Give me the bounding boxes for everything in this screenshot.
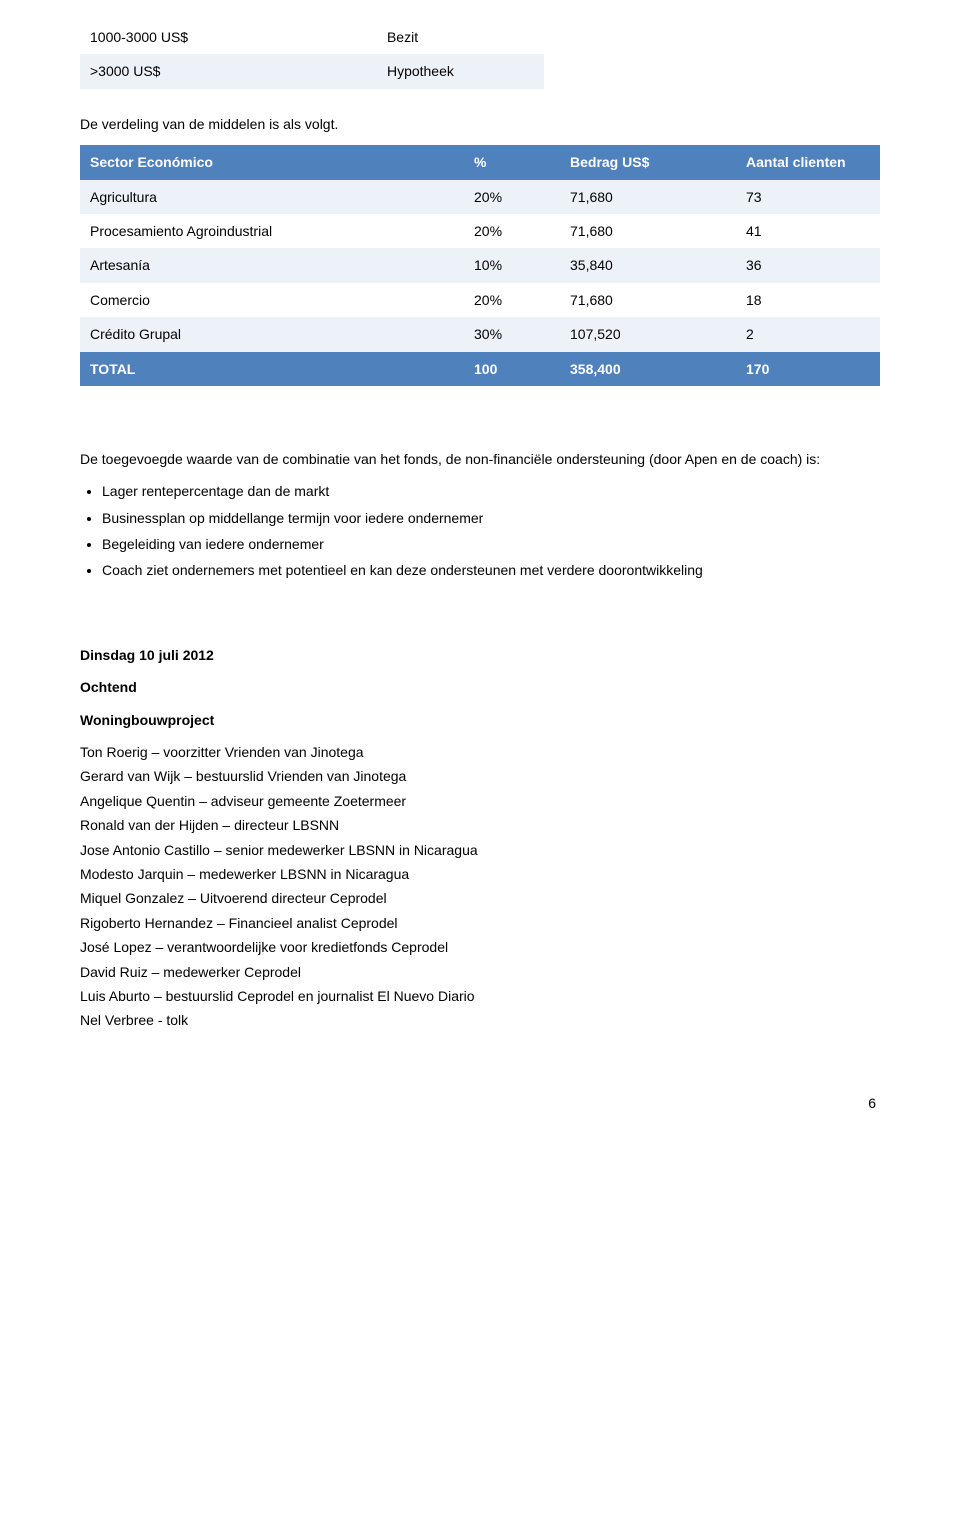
page-number: 6	[80, 1092, 880, 1114]
attendee: Modesto Jarquin – medewerker LBSNN in Ni…	[80, 863, 880, 885]
cell: 2	[736, 317, 880, 351]
attendee: Miquel Gonzalez – Uitvoerend directeur C…	[80, 887, 880, 909]
cell: 20%	[464, 180, 560, 214]
cell: Artesanía	[80, 248, 464, 282]
table-row: Artesanía 10% 35,840 36	[80, 248, 880, 282]
table-body: 1000-3000 US$ Bezit >3000 US$ Hypotheek	[80, 20, 544, 89]
cell: 18	[736, 283, 880, 317]
cell-total-label: TOTAL	[80, 352, 464, 386]
table-head: Sector Económico % Bedrag US$ Aantal cli…	[80, 145, 880, 179]
cell-range: 1000-3000 US$	[80, 20, 377, 54]
list-item: Begeleiding van iedere ondernemer	[102, 533, 880, 555]
distribution-intro: De verdeling van de middelen is als volg…	[80, 113, 880, 135]
table-body: Agricultura 20% 71,680 73 Procesamiento …	[80, 180, 880, 386]
table-row: Crédito Grupal 30% 107,520 2	[80, 317, 880, 351]
col-amount: Bedrag US$	[560, 145, 736, 179]
sector-distribution-table: Sector Económico % Bedrag US$ Aantal cli…	[80, 145, 880, 386]
cell: 71,680	[560, 180, 736, 214]
col-percent: %	[464, 145, 560, 179]
ochtend-label: Ochtend	[80, 676, 880, 698]
cell: 107,520	[560, 317, 736, 351]
table-row: >3000 US$ Hypotheek	[80, 54, 544, 88]
table-row: 1000-3000 US$ Bezit	[80, 20, 544, 54]
cell: 71,680	[560, 214, 736, 248]
attendee: Ton Roerig – voorzitter Vrienden van Jin…	[80, 741, 880, 763]
project-label: Woningbouwproject	[80, 709, 880, 731]
table-total-row: TOTAL 100 358,400 170	[80, 352, 880, 386]
attendee: Luis Aburto – bestuurslid Ceprodel en jo…	[80, 985, 880, 1007]
attendee: Rigoberto Hernandez – Financieel analist…	[80, 912, 880, 934]
attendee: Nel Verbree - tolk	[80, 1009, 880, 1031]
day-heading: Dinsdag 10 juli 2012	[80, 644, 880, 666]
cell: 20%	[464, 283, 560, 317]
cell: Agricultura	[80, 180, 464, 214]
attendee: Ronald van der Hijden – directeur LBSNN	[80, 814, 880, 836]
loan-collateral-table: 1000-3000 US$ Bezit >3000 US$ Hypotheek	[80, 20, 544, 89]
attendee: Gerard van Wijk – bestuurslid Vrienden v…	[80, 765, 880, 787]
cell-collateral: Bezit	[377, 20, 544, 54]
cell: 36	[736, 248, 880, 282]
cell-total-clients: 170	[736, 352, 880, 386]
table-row: Agricultura 20% 71,680 73	[80, 180, 880, 214]
list-item: Coach ziet ondernemers met potentieel en…	[102, 559, 880, 581]
cell-collateral: Hypotheek	[377, 54, 544, 88]
cell-total-amt: 358,400	[560, 352, 736, 386]
cell: 30%	[464, 317, 560, 351]
table-row: Procesamiento Agroindustrial 20% 71,680 …	[80, 214, 880, 248]
cell: 41	[736, 214, 880, 248]
cell-range: >3000 US$	[80, 54, 377, 88]
attendee-list: Ton Roerig – voorzitter Vrienden van Jin…	[80, 741, 880, 1032]
added-value-intro: De toegevoegde waarde van de combinatie …	[80, 448, 880, 470]
cell: 10%	[464, 248, 560, 282]
table-header-row: Sector Económico % Bedrag US$ Aantal cli…	[80, 145, 880, 179]
col-sector: Sector Económico	[80, 145, 464, 179]
cell: Comercio	[80, 283, 464, 317]
list-item: Businessplan op middellange termijn voor…	[102, 507, 880, 529]
table-row: Comercio 20% 71,680 18	[80, 283, 880, 317]
cell: Crédito Grupal	[80, 317, 464, 351]
cell: 71,680	[560, 283, 736, 317]
attendee: David Ruiz – medewerker Ceprodel	[80, 961, 880, 983]
added-value-list: Lager rentepercentage dan de markt Busin…	[102, 480, 880, 582]
attendee: José Lopez – verantwoordelijke voor kred…	[80, 936, 880, 958]
cell: 20%	[464, 214, 560, 248]
cell: Procesamiento Agroindustrial	[80, 214, 464, 248]
attendee: Jose Antonio Castillo – senior medewerke…	[80, 839, 880, 861]
attendee: Angelique Quentin – adviseur gemeente Zo…	[80, 790, 880, 812]
cell: 35,840	[560, 248, 736, 282]
col-clients: Aantal clienten	[736, 145, 880, 179]
list-item: Lager rentepercentage dan de markt	[102, 480, 880, 502]
cell-total-pct: 100	[464, 352, 560, 386]
cell: 73	[736, 180, 880, 214]
